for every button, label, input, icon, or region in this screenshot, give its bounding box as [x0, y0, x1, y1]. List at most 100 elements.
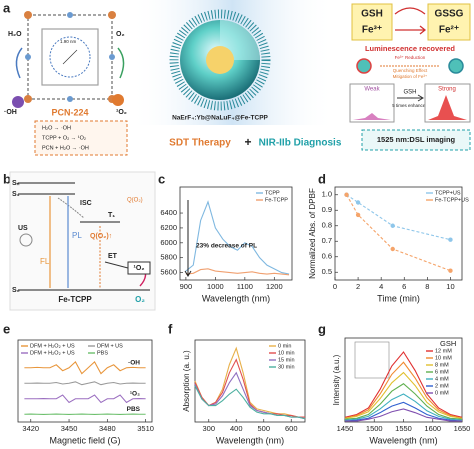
y-tick-label: 6000: [160, 238, 177, 247]
x-tick-label: 1000: [207, 282, 224, 291]
mof-label: ·OH: [4, 109, 17, 116]
x-tick-label: 4: [379, 282, 383, 291]
gssg-box: [427, 3, 471, 41]
series-line: [344, 361, 463, 419]
x-tick-label: 600: [285, 424, 298, 433]
legend-label: Fe-TCPP: [265, 197, 288, 203]
particle-icon: [448, 58, 464, 74]
isc: ISC: [80, 200, 92, 207]
data-point: [344, 192, 349, 197]
nanoparticle-core: [206, 46, 234, 74]
diagnosis: NIR-IIb Diagnosis: [259, 138, 342, 149]
y-axis-label: Intensity (a.u.): [332, 354, 341, 405]
inset: [354, 341, 390, 379]
legend-label: DFM + H₂O₂ + US: [30, 343, 75, 349]
x-tick-label: 1200: [266, 282, 283, 291]
nanoparticle-shell: [169, 9, 271, 111]
series-line: [24, 394, 146, 404]
x-tick-label: 900: [180, 282, 193, 291]
x-tick-label: 1600: [424, 424, 441, 433]
x-tick-label: 1100: [237, 282, 253, 291]
y-tick-label: 5600: [160, 268, 177, 277]
plot-frame: [179, 186, 293, 281]
singlet-oxygen: ¹O₂: [134, 265, 145, 272]
x-tick-label: 0: [333, 282, 337, 291]
y-tick-label: 0.6: [322, 252, 332, 261]
x-axis-label: Time (min): [377, 293, 420, 303]
x-axis-label: Wavelength (nm): [369, 435, 437, 445]
level-label: Sₙ: [12, 180, 20, 187]
reaction-box: [34, 120, 128, 156]
x-tick-label: 1550: [395, 424, 412, 433]
reaction: TCPP + O₂ → ¹O₂: [42, 135, 86, 141]
enhanced: 5 times enhanced: [392, 103, 428, 108]
pl: PL: [72, 231, 82, 240]
legend-label: 15 min: [278, 357, 295, 363]
arrow: [417, 94, 424, 102]
mof-label: 1.90 nm: [60, 39, 77, 44]
fe3: Fe³⁺: [362, 25, 382, 36]
legend-label: 6 mM: [435, 369, 449, 375]
panel-label: d: [318, 171, 326, 186]
data-point: [355, 200, 361, 205]
legend-label: 10 mM: [435, 355, 452, 361]
x-tick-label: 500: [257, 424, 270, 433]
arrow: [57, 197, 85, 219]
y-tick-label: 0.8: [322, 221, 332, 230]
spectrum-icon: [428, 95, 467, 120]
mof-label: O₂: [116, 31, 125, 38]
level-label: S₁: [12, 191, 20, 198]
particle-icon: [356, 58, 372, 74]
series-line: [344, 393, 463, 421]
plot-frame: [334, 186, 463, 281]
weak: Weak: [364, 87, 380, 93]
y-axis-label: Normalized Abs. of DPBF: [308, 188, 317, 279]
gsh-box: [351, 3, 393, 41]
x-tick-label: 3480: [99, 424, 116, 433]
panel-label: c: [158, 171, 165, 186]
data-point: [390, 223, 395, 228]
x-tick-label: 8: [425, 282, 429, 291]
series-line: [185, 200, 290, 275]
legend-label: 0 min: [278, 343, 291, 349]
x-tick-label: 2: [356, 282, 360, 291]
data-point: [355, 212, 361, 218]
series-line: [346, 194, 451, 241]
legend-label: 2 mM: [435, 383, 449, 389]
legend-label: 0 mM: [435, 390, 449, 396]
recovered: Luminescence recovered: [365, 44, 455, 53]
x-tick-label: 400: [230, 424, 243, 433]
series-line: [194, 371, 306, 420]
series-line: [345, 408, 462, 422]
mof-label: H₂O: [8, 31, 22, 38]
series-line: [185, 268, 290, 276]
x-axis-label: Wavelength (nm): [202, 293, 270, 303]
level-label: T₁: [108, 212, 115, 219]
fe2: Fe²⁺: [439, 25, 459, 36]
y-tick-label: 6200: [160, 223, 177, 232]
mechanism: Quenching Effect: [393, 68, 428, 73]
legend-label: 8 mM: [435, 362, 449, 368]
legend-label: TCPP: [265, 190, 280, 196]
spectrum-icon: [353, 113, 391, 120]
panel-b-frame: [9, 171, 156, 311]
x-tick-label: 6: [402, 282, 406, 291]
x-tick-label: 3420: [22, 424, 39, 433]
x-tick-label: 300: [202, 424, 215, 433]
y-axis-label: Absorption (a. u.): [182, 350, 191, 412]
legend-label: TCPP+US: [435, 190, 461, 196]
x-tick-label: 1650: [454, 424, 471, 433]
oxygen-box: [127, 261, 151, 275]
ultrasound-icon: [19, 233, 33, 247]
panel-label: b: [3, 171, 11, 186]
legend-label: 12 mM: [435, 348, 452, 354]
arrow: [104, 261, 129, 269]
mof-label: ¹O₂: [116, 109, 127, 116]
imaging: 1525 nm:DSL imaging: [377, 135, 456, 144]
legend-label: DFM + US: [97, 343, 123, 349]
y-tick-label: 5800: [160, 253, 177, 262]
legend-label: 4 mM: [435, 376, 449, 382]
mof-structure: [12, 11, 125, 108]
